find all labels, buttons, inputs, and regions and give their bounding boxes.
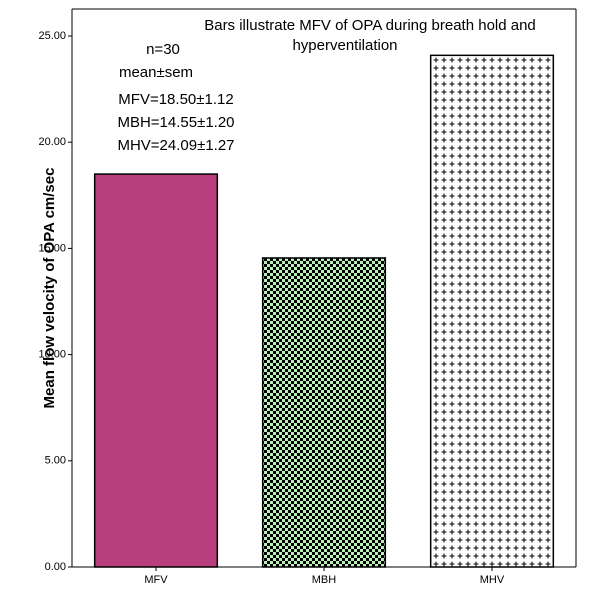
y-tick-label: 20.00 — [38, 136, 66, 148]
chart-title-line-2: hyperventilation — [292, 37, 397, 54]
y-ticks: 0.00 5.00 10.00 15.00 20.00 25.00 — [38, 30, 72, 573]
x-tick-label-mhv: MHV — [480, 574, 505, 586]
y-tick-label: 0.00 — [45, 561, 66, 573]
x-tick-label-mbh: MBH — [312, 574, 337, 586]
annotation-mfv: MFV=18.50±1.12 — [118, 91, 233, 108]
chart-title: Bars illustrate MFV of OPA during breath… — [204, 17, 536, 54]
y-tick-label: 15.00 — [38, 242, 66, 254]
y-tick-label: 5.00 — [45, 455, 66, 467]
chart-title-line-1: Bars illustrate MFV of OPA during breath… — [204, 17, 536, 34]
y-axis-label: Mean flow velocity of OPA cm/sec — [41, 168, 58, 409]
category-labels: MFV MBH MHV — [144, 567, 505, 586]
bars — [93, 54, 555, 568]
annotation-mhv: MHV=24.09±1.27 — [117, 137, 234, 154]
annotation-mean-sem: mean±sem — [119, 64, 193, 81]
y-tick-label: 25.00 — [38, 30, 66, 42]
x-tick-label-mfv: MFV — [144, 574, 168, 586]
bar-mfv — [93, 173, 219, 568]
stats-annotation: n=30 mean±sem MFV=18.50±1.12 MBH=14.55±1… — [117, 41, 234, 154]
bar-mhv — [429, 54, 555, 568]
bar-mbh — [261, 257, 387, 568]
annotation-mbh: MBH=14.55±1.20 — [117, 114, 234, 131]
y-tick-label: 10.00 — [38, 349, 66, 361]
annotation-n: n=30 — [146, 41, 180, 58]
